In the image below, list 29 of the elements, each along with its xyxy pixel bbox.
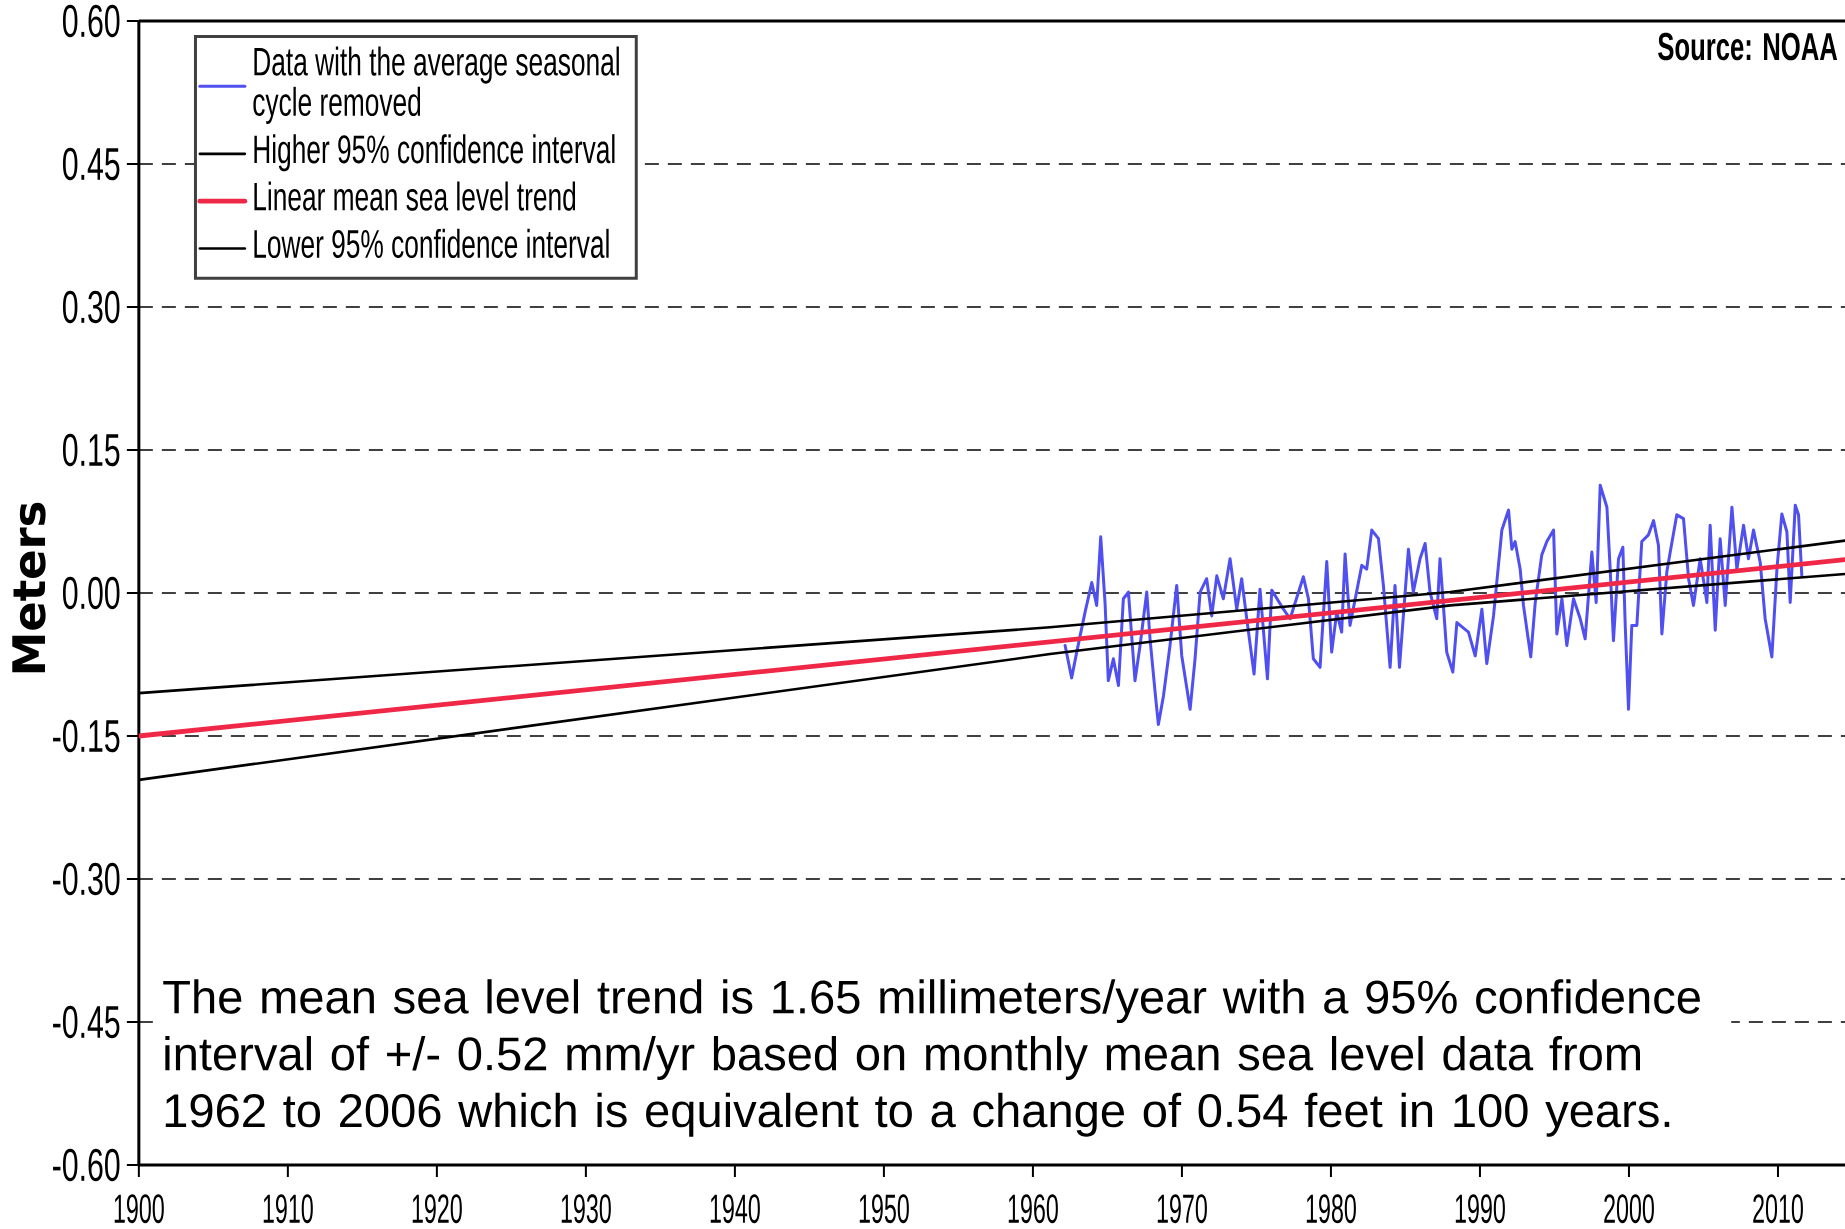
x-tick-label: 2000 (1604, 1194, 1654, 1224)
x-tick-label: 1920 (412, 1194, 462, 1224)
x-tick-label: 1970 (1157, 1194, 1207, 1224)
y-tick-label: 0.00 (62, 576, 120, 610)
y-tick-label: -0.15 (53, 719, 120, 753)
y-tick-label: 0.15 (62, 433, 120, 467)
x-tick-label: 1990 (1455, 1194, 1505, 1224)
y-axis-title: Meters (12, 502, 46, 673)
y-tick-label: -0.60 (53, 1148, 120, 1182)
x-tick-label: 1960 (1008, 1194, 1058, 1224)
x-tick-label: 2010 (1753, 1194, 1803, 1224)
annotation: Source: NOAA (1658, 32, 1838, 61)
x-tick-label: 1900 (114, 1194, 164, 1224)
y-tick-label: -0.45 (53, 1005, 120, 1039)
x-tick-label: 1950 (859, 1194, 909, 1224)
x-tick-label: 1910 (263, 1194, 313, 1224)
y-tick-label: 0.45 (62, 147, 120, 181)
legend-label: Lower 95% confidence interval (254, 228, 609, 259)
x-tick-label: 1940 (710, 1194, 760, 1224)
legend-label: Linear mean sea level trend (254, 181, 576, 211)
x-tick-label: 1930 (561, 1194, 611, 1224)
line-series (1063, 483, 1804, 727)
legend-label: Data with the average seasonal cycle removed (253, 46, 619, 124)
y-tick-label: 0.60 (62, 4, 120, 38)
annotation: The mean sea level trend is 1.65 millimeters/year with a 95% confidence interval of +/- 0.52 mm/yr based on monthly mean sea level data from 1962 to 2006 which is equivalent to a change of 0.54 feet in 100 years. (163, 979, 1700, 1137)
y-tick-label: 0.30 (62, 290, 120, 324)
legend-label: Higher 95% confidence interval (254, 134, 615, 172)
x-tick-label: 1980 (1306, 1194, 1356, 1224)
y-tick-label: -0.30 (53, 862, 120, 896)
